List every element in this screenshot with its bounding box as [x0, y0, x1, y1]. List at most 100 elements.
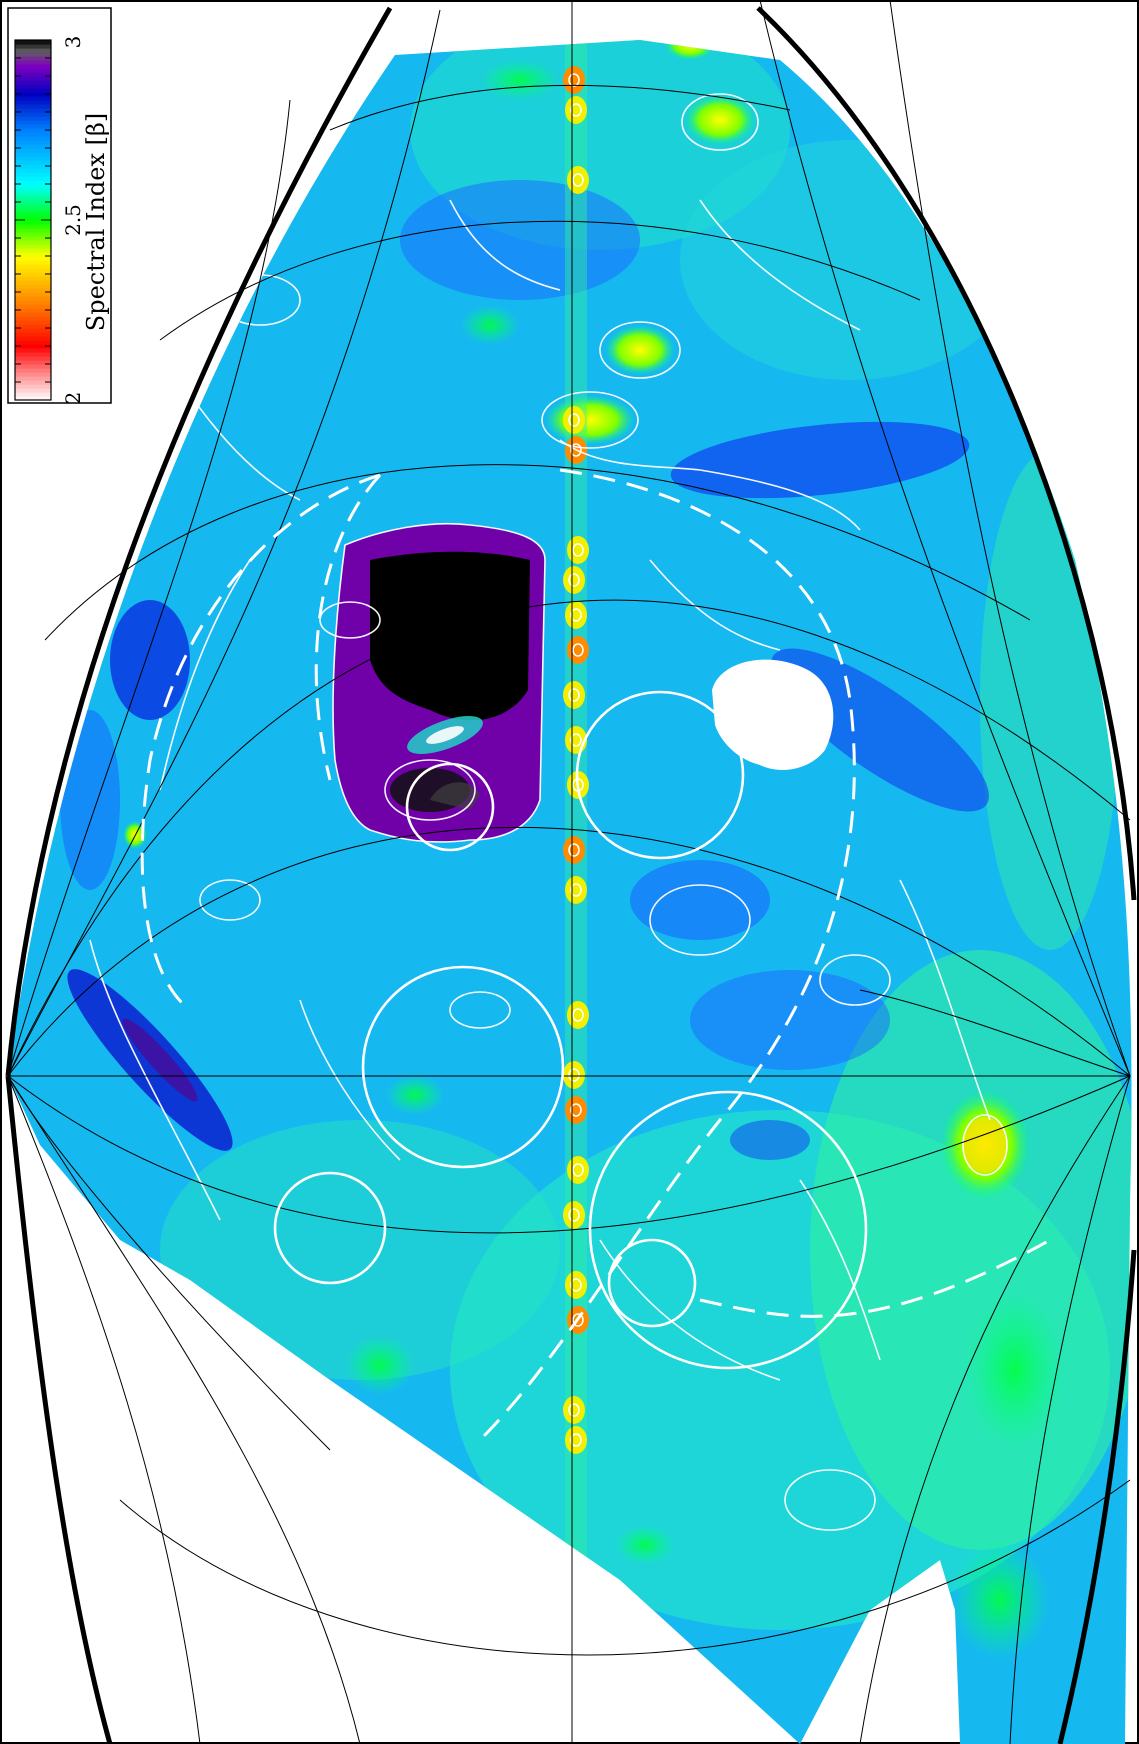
colorbar-cell	[15, 316, 51, 321]
hot-spot	[567, 636, 589, 664]
hot-spot-contour	[568, 573, 580, 587]
colorbar-cell	[15, 108, 51, 113]
hot-spot-contour	[570, 733, 582, 747]
colorbar-cell	[15, 56, 51, 61]
colorbar-cell	[15, 272, 51, 277]
colorbar-cell	[15, 244, 51, 249]
colorbar-cell	[15, 200, 51, 205]
projection-boundary-right	[756, 6, 1137, 901]
colorbar-cell	[15, 328, 51, 333]
hot-spot	[565, 601, 587, 629]
colorbar-cell	[15, 176, 51, 181]
colorbar-cell	[15, 364, 51, 369]
colorbar-cell	[15, 280, 51, 285]
colorbar-cell	[15, 208, 51, 213]
hot-spot	[563, 66, 585, 94]
colorbar-cell	[15, 212, 51, 217]
colorbar-cell	[15, 100, 51, 105]
colorbar-cell	[15, 332, 51, 337]
hot-spot	[567, 166, 589, 194]
colorbar-cell	[15, 276, 51, 281]
hot-spot	[563, 836, 585, 864]
colorbar-cell	[15, 136, 51, 141]
colorbar-cell	[15, 376, 51, 381]
hot-spot-contour	[572, 543, 584, 557]
hot-spot	[563, 1396, 585, 1424]
colorbar-cell	[15, 336, 51, 341]
colorbar-cell	[15, 220, 51, 225]
hot-spot	[565, 1271, 587, 1299]
hot-spot	[565, 876, 587, 904]
colorbar-cell	[15, 188, 51, 193]
colorbar-cell	[15, 40, 51, 45]
colorbar-cell	[15, 168, 51, 173]
hot-spot-contour	[568, 73, 580, 87]
colorbar-cell	[15, 300, 51, 305]
colorbar-cell	[15, 356, 51, 361]
colorbar-cell	[15, 224, 51, 229]
colorbar-cell	[15, 84, 51, 89]
colorbar-cell	[15, 288, 51, 293]
colorbar-cell	[15, 116, 51, 121]
colorbar-cell	[15, 132, 51, 137]
colorbar-cell	[15, 60, 51, 65]
hot-spot-contour	[570, 1103, 582, 1117]
hot-spot	[565, 1426, 587, 1454]
colorbar-cell	[15, 44, 51, 49]
colorbar-ticks	[15, 39, 51, 401]
colorbar-cell	[15, 268, 51, 273]
colorbar-cell	[15, 140, 51, 145]
colorbar-tick-label-min: 2	[61, 392, 85, 405]
colorbar-cell	[15, 296, 51, 301]
hot-spot	[563, 1061, 585, 1089]
colorbar-legend: 2 2.5 3 Spectral Index [β]	[7, 7, 112, 405]
colorbar-cell	[15, 232, 51, 237]
colorbar-cell	[15, 160, 51, 165]
colorbar-cell	[15, 112, 51, 117]
hot-spot-contour	[568, 688, 580, 702]
colorbar-cell	[15, 216, 51, 221]
hot-spot-contour	[568, 1208, 580, 1222]
hot-spot-contour	[570, 1278, 582, 1292]
hot-spot-contour	[568, 843, 580, 857]
colorbar-cell	[15, 396, 51, 401]
colorbar-cell	[15, 360, 51, 365]
hot-spot-contour	[572, 173, 584, 187]
colorbar-cell	[15, 104, 51, 109]
projection-boundary	[5, 6, 393, 1077]
colorbar-cell	[15, 292, 51, 297]
hot-spot-contour	[570, 608, 582, 622]
colorbar-cell	[15, 148, 51, 153]
hot-spot	[567, 536, 589, 564]
hot-spot-contour	[572, 643, 584, 657]
colorbar-cell	[15, 128, 51, 133]
colorbar-cell	[15, 352, 51, 357]
colorbar-cell	[15, 284, 51, 289]
hot-spot	[567, 1001, 589, 1029]
hot-spot-contour	[570, 1433, 582, 1447]
hot-spot-contour	[572, 1163, 584, 1177]
colorbar-cell	[15, 204, 51, 209]
colorbar-cell	[15, 192, 51, 197]
colorbar-cell	[15, 184, 51, 189]
colorbar-cell	[15, 344, 51, 349]
colorbar-cell	[15, 248, 51, 253]
hot-spot-contour	[570, 443, 582, 457]
hot-spot	[563, 1201, 585, 1229]
hot-spot	[563, 681, 585, 709]
colorbar-cell	[15, 264, 51, 269]
colorbar-cell	[15, 324, 51, 329]
colorbar-cell	[15, 124, 51, 129]
colorbar-tick-label-mid: 2.5	[61, 204, 85, 236]
colorbar-cell	[15, 340, 51, 345]
colorbar-cell	[15, 236, 51, 241]
hot-spot-contour	[572, 1008, 584, 1022]
colorbar-cell	[15, 368, 51, 373]
colorbar-cell	[15, 392, 51, 397]
colorbar-cell	[15, 120, 51, 125]
colorbar-cell	[15, 252, 51, 257]
colorbar-cell	[15, 48, 51, 53]
colorbar-cell	[15, 164, 51, 169]
colorbar-cell	[15, 384, 51, 389]
